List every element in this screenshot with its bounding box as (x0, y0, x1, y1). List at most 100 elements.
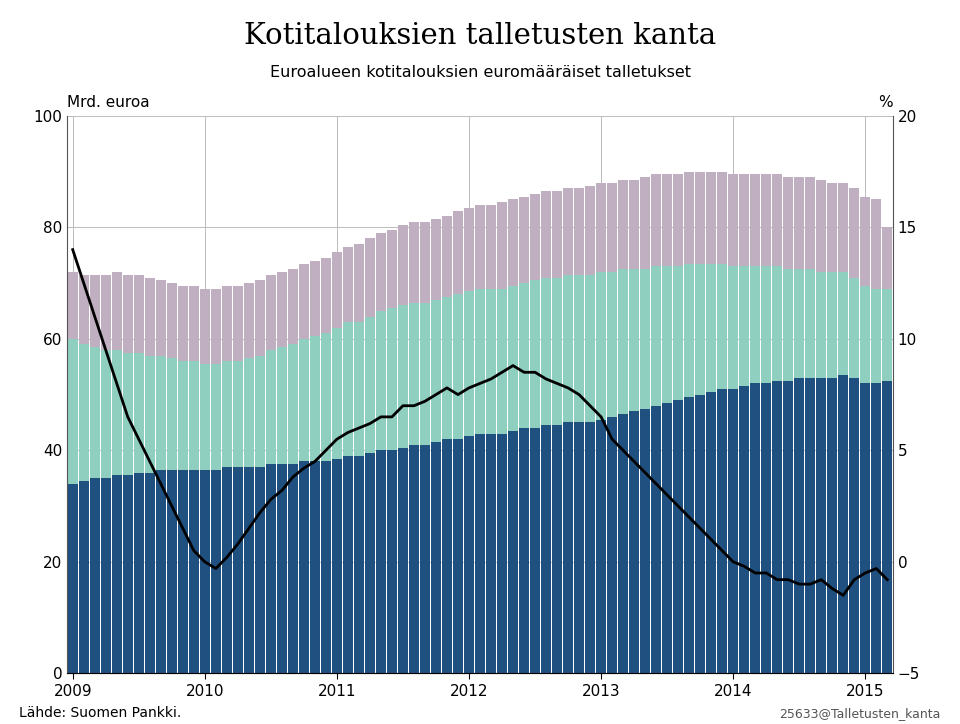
Bar (68, 272, 78, 339)
Bar (629, 180, 639, 269)
Bar (707, 264, 716, 392)
Bar (398, 306, 408, 447)
Text: %: % (878, 96, 893, 110)
Bar (530, 428, 540, 673)
Bar (453, 439, 463, 673)
Bar (486, 289, 496, 434)
Bar (574, 423, 584, 673)
Bar (816, 272, 827, 378)
Bar (123, 476, 132, 673)
Bar (586, 274, 595, 423)
Bar (508, 199, 518, 286)
Bar (618, 269, 628, 414)
Bar (860, 384, 870, 673)
Bar (618, 414, 628, 673)
Bar (321, 333, 331, 461)
Bar (398, 224, 408, 306)
Bar (354, 244, 364, 322)
Bar (574, 188, 584, 274)
Text: Lähde: Suomen Pankki.: Lähde: Suomen Pankki. (19, 707, 181, 720)
Bar (497, 289, 507, 434)
Bar (156, 470, 166, 673)
Bar (586, 185, 595, 274)
Bar (838, 182, 849, 272)
Bar (552, 191, 562, 277)
Bar (200, 364, 209, 470)
Bar (695, 264, 705, 395)
Bar (365, 316, 374, 453)
Bar (629, 269, 639, 411)
Bar (860, 197, 870, 286)
Bar (288, 345, 298, 464)
Bar (828, 378, 837, 673)
Bar (816, 378, 827, 673)
Bar (607, 272, 617, 417)
Bar (882, 227, 892, 289)
Bar (255, 280, 265, 355)
Bar (497, 434, 507, 673)
Bar (596, 420, 606, 673)
Bar (101, 350, 110, 479)
Bar (838, 272, 849, 375)
Bar (133, 274, 144, 353)
Bar (475, 289, 485, 434)
Bar (794, 269, 804, 378)
Bar (739, 386, 749, 673)
Bar (288, 269, 298, 345)
Bar (794, 378, 804, 673)
Bar (354, 456, 364, 673)
Bar (684, 172, 694, 264)
Bar (233, 286, 243, 361)
Bar (420, 445, 430, 673)
Bar (751, 384, 760, 673)
Bar (233, 361, 243, 467)
Text: Kotitalouksien talletusten kanta: Kotitalouksien talletusten kanta (244, 22, 716, 50)
Bar (387, 308, 396, 450)
Bar (211, 364, 221, 470)
Bar (376, 311, 386, 450)
Bar (420, 303, 430, 445)
Bar (541, 425, 551, 673)
Bar (178, 470, 188, 673)
Bar (816, 180, 827, 272)
Bar (211, 289, 221, 364)
Bar (200, 289, 209, 364)
Bar (541, 277, 551, 425)
Bar (607, 182, 617, 272)
Bar (530, 194, 540, 280)
Bar (629, 411, 639, 673)
Bar (564, 188, 573, 274)
Bar (596, 182, 606, 272)
Bar (222, 361, 231, 467)
Bar (729, 389, 738, 673)
Bar (244, 283, 253, 358)
Bar (695, 395, 705, 673)
Bar (564, 423, 573, 673)
Bar (442, 216, 452, 297)
Bar (805, 177, 815, 269)
Bar (486, 205, 496, 289)
Bar (299, 264, 309, 339)
Bar (519, 428, 529, 673)
Bar (519, 283, 529, 428)
Bar (266, 274, 276, 350)
Bar (376, 233, 386, 311)
Bar (783, 177, 793, 269)
Bar (101, 274, 110, 350)
Bar (464, 292, 474, 437)
Bar (442, 297, 452, 439)
Bar (464, 208, 474, 292)
Bar (695, 172, 705, 264)
Bar (805, 378, 815, 673)
Bar (453, 211, 463, 294)
Bar (90, 479, 100, 673)
Bar (299, 461, 309, 673)
Bar (332, 253, 342, 328)
Bar (761, 174, 771, 266)
Bar (431, 219, 441, 300)
Bar (310, 461, 320, 673)
Bar (794, 177, 804, 269)
Bar (189, 470, 199, 673)
Text: Euroalueen kotitalouksien euromääräiset talletukset: Euroalueen kotitalouksien euromääräiset … (270, 65, 690, 80)
Bar (552, 425, 562, 673)
